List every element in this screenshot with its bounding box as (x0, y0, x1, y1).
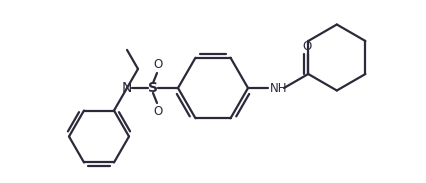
Text: S: S (148, 81, 158, 95)
Text: N: N (122, 81, 132, 95)
Text: O: O (153, 58, 163, 71)
Text: O: O (302, 40, 312, 53)
Text: NH: NH (270, 81, 288, 94)
Text: O: O (153, 105, 163, 118)
